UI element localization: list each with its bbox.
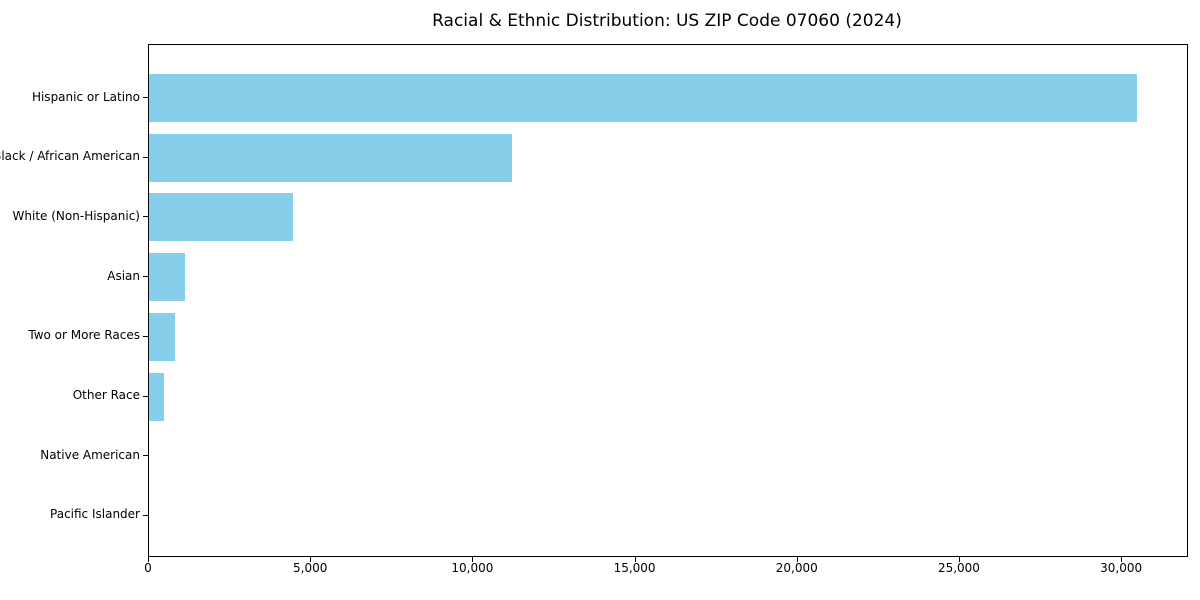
- bar-black-african-american: [149, 133, 513, 182]
- bar-other-race: [149, 372, 164, 421]
- y-tick-label-native-american: Native American: [40, 447, 140, 462]
- x-tick-label-20-000: 20,000: [775, 561, 818, 575]
- y-tick-mark: [143, 156, 148, 158]
- bar-asian: [149, 253, 185, 302]
- bar-hispanic-or-latino: [149, 74, 1137, 122]
- y-tick-mark: [143, 395, 148, 397]
- bar-white-non-hispanic: [149, 193, 294, 242]
- y-tick-mark: [143, 276, 148, 278]
- x-tick-mark: [958, 557, 960, 562]
- bar-two-or-more-races: [149, 312, 175, 361]
- y-tick-label-hispanic-or-latino: Hispanic or Latino: [31, 89, 140, 104]
- x-tick-mark: [634, 557, 636, 562]
- x-tick-mark: [796, 557, 798, 562]
- x-tick-label-30-000: 30,000: [1100, 561, 1143, 575]
- x-tick-label-10-000: 10,000: [451, 561, 494, 575]
- x-tick-mark: [1121, 557, 1123, 562]
- y-tick-label-black-african-american: Black / African American: [0, 149, 140, 164]
- y-tick-label-other-race: Other Race: [72, 388, 140, 402]
- y-tick-mark: [143, 97, 148, 98]
- y-tick-mark: [143, 335, 148, 337]
- y-tick-label-two-or-more-races: Two or More Races: [28, 328, 140, 343]
- y-tick-label-white-non-hispanic: White (Non-Hispanic): [12, 208, 140, 223]
- x-tick-mark: [310, 557, 312, 562]
- x-tick-mark: [148, 557, 149, 562]
- x-tick-label-5-000: 5,000: [293, 561, 328, 575]
- y-tick-label-asian: Asian: [107, 268, 140, 283]
- x-tick-label-15-000: 15,000: [613, 561, 656, 575]
- y-tick-mark: [143, 455, 148, 457]
- plot-area: [148, 44, 1188, 557]
- y-tick-mark: [143, 514, 148, 516]
- x-tick-label-0: 0: [144, 561, 152, 575]
- x-tick-mark: [472, 557, 474, 562]
- y-tick-mark: [143, 216, 148, 218]
- chart-title: Racial & Ethnic Distribution: US ZIP Cod…: [432, 11, 902, 31]
- y-tick-label-pacific-islander: Pacific Islander: [50, 507, 140, 522]
- x-tick-label-25-000: 25,000: [937, 561, 980, 575]
